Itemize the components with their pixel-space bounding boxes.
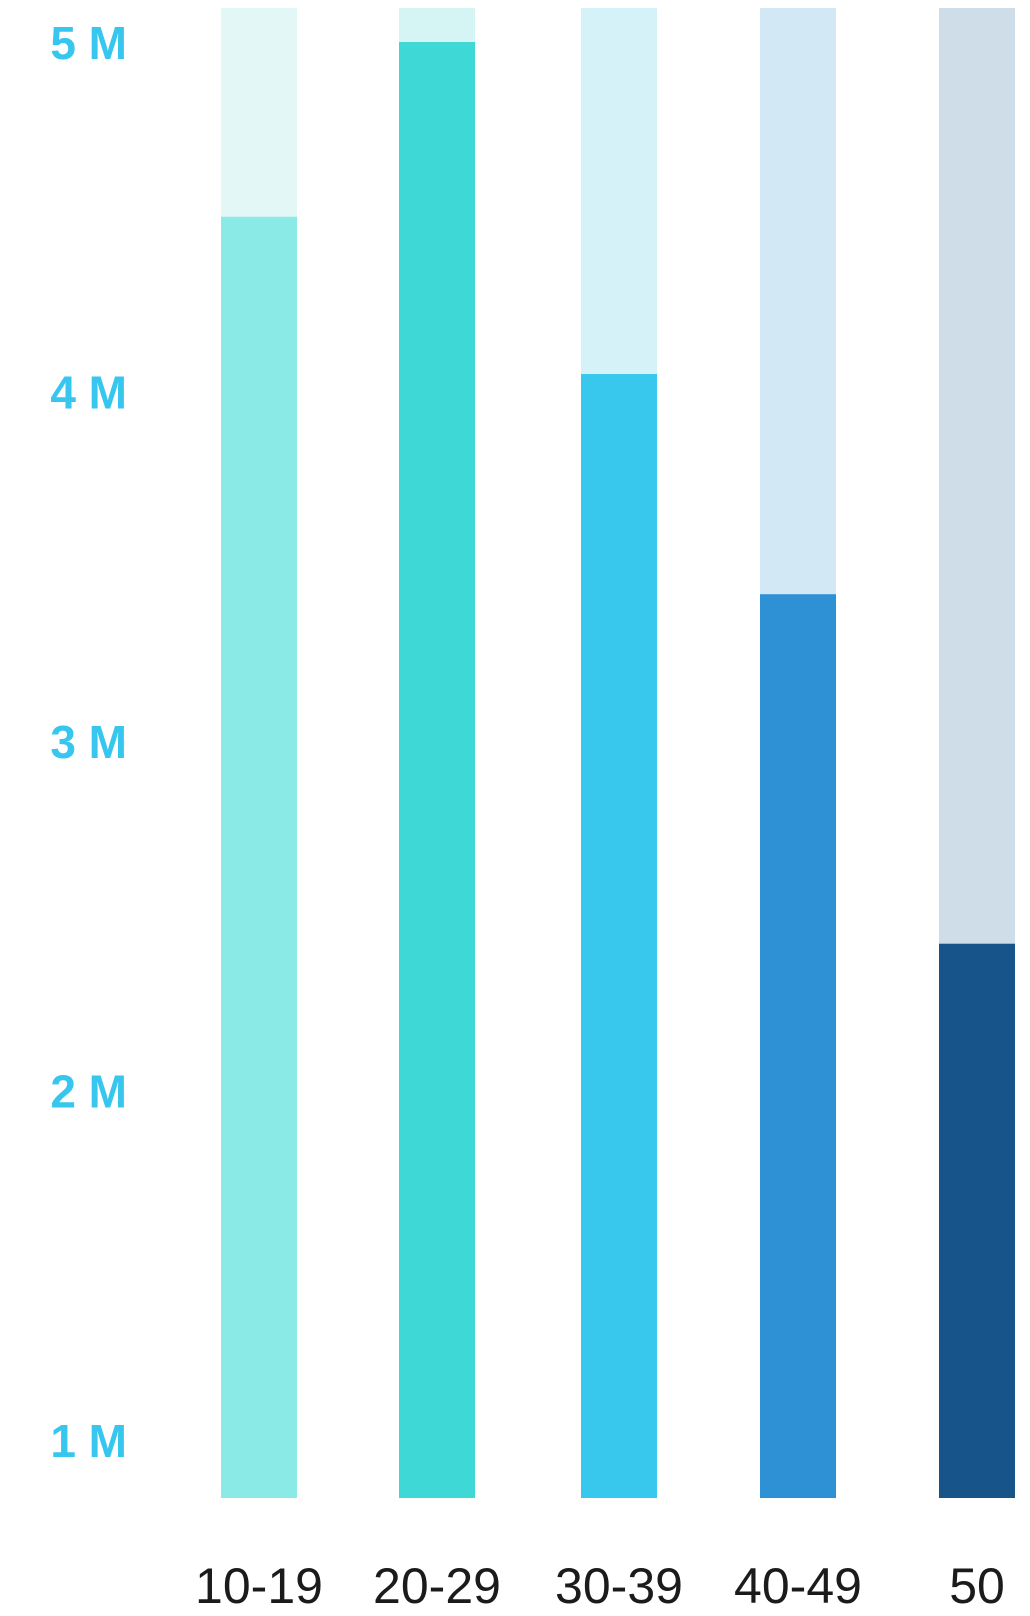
x-tick-label: 50: [949, 1558, 1005, 1614]
y-axis-ticks: 5 M 4 M 3 M 2 M 1 M: [50, 17, 127, 1467]
bar-30-39: [581, 374, 657, 1498]
bar-40-49: [760, 594, 836, 1498]
y-tick-label: 2 M: [50, 1066, 127, 1118]
bars: [221, 42, 1015, 1498]
x-tick-label: 20-29: [373, 1558, 501, 1614]
y-tick-label: 4 M: [50, 367, 127, 419]
bar-20-29: [399, 42, 475, 1498]
y-tick-label: 5 M: [50, 17, 127, 69]
x-tick-label: 40-49: [734, 1558, 862, 1614]
x-tick-label: 10-19: [195, 1558, 323, 1614]
y-tick-label: 1 M: [50, 1415, 127, 1467]
x-axis-ticks: 10-19 20-29 30-39 40-49 50: [195, 1558, 1005, 1614]
bar-10-19: [221, 216, 297, 1498]
bar-50: [939, 943, 1015, 1498]
x-tick-label: 30-39: [555, 1558, 683, 1614]
y-tick-label: 3 M: [50, 716, 127, 768]
